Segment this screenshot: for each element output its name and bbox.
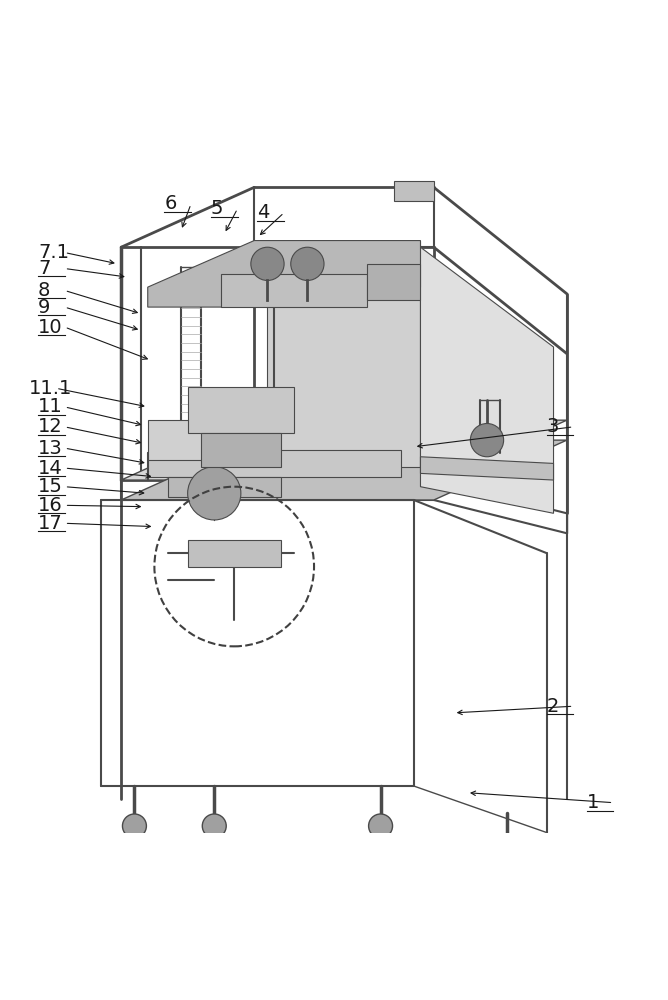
- Text: 13: 13: [38, 439, 63, 458]
- Polygon shape: [148, 420, 254, 460]
- Text: 12: 12: [38, 417, 63, 436]
- Text: 11: 11: [38, 397, 63, 416]
- Text: 10: 10: [38, 318, 63, 337]
- Text: 4: 4: [257, 203, 270, 222]
- Circle shape: [291, 247, 324, 280]
- Polygon shape: [267, 241, 420, 467]
- Polygon shape: [188, 540, 281, 567]
- Polygon shape: [420, 247, 554, 513]
- Text: 14: 14: [38, 459, 63, 478]
- Text: 15: 15: [38, 477, 63, 496]
- Circle shape: [122, 814, 146, 838]
- Polygon shape: [168, 477, 281, 497]
- Circle shape: [251, 247, 284, 280]
- Text: 11.1: 11.1: [29, 379, 73, 398]
- Text: 8: 8: [38, 281, 50, 300]
- Text: 3: 3: [547, 417, 559, 436]
- Polygon shape: [188, 387, 294, 433]
- Polygon shape: [201, 433, 281, 467]
- Circle shape: [495, 834, 519, 858]
- Text: 6: 6: [164, 194, 177, 213]
- Text: 7.1: 7.1: [38, 243, 69, 262]
- Text: 7: 7: [38, 259, 50, 278]
- Polygon shape: [221, 274, 367, 307]
- Polygon shape: [148, 241, 420, 307]
- Polygon shape: [367, 264, 420, 300]
- Polygon shape: [394, 181, 434, 201]
- Text: 2: 2: [547, 697, 559, 716]
- Polygon shape: [121, 420, 567, 480]
- Polygon shape: [148, 450, 401, 477]
- Text: 9: 9: [38, 298, 50, 317]
- Text: 16: 16: [38, 496, 63, 515]
- Text: 5: 5: [211, 199, 223, 218]
- Text: 1: 1: [587, 793, 599, 812]
- Text: 17: 17: [38, 514, 63, 533]
- Polygon shape: [420, 457, 554, 480]
- Circle shape: [202, 814, 226, 838]
- Polygon shape: [121, 440, 567, 500]
- Circle shape: [188, 467, 241, 520]
- Circle shape: [369, 814, 393, 838]
- Circle shape: [470, 423, 504, 457]
